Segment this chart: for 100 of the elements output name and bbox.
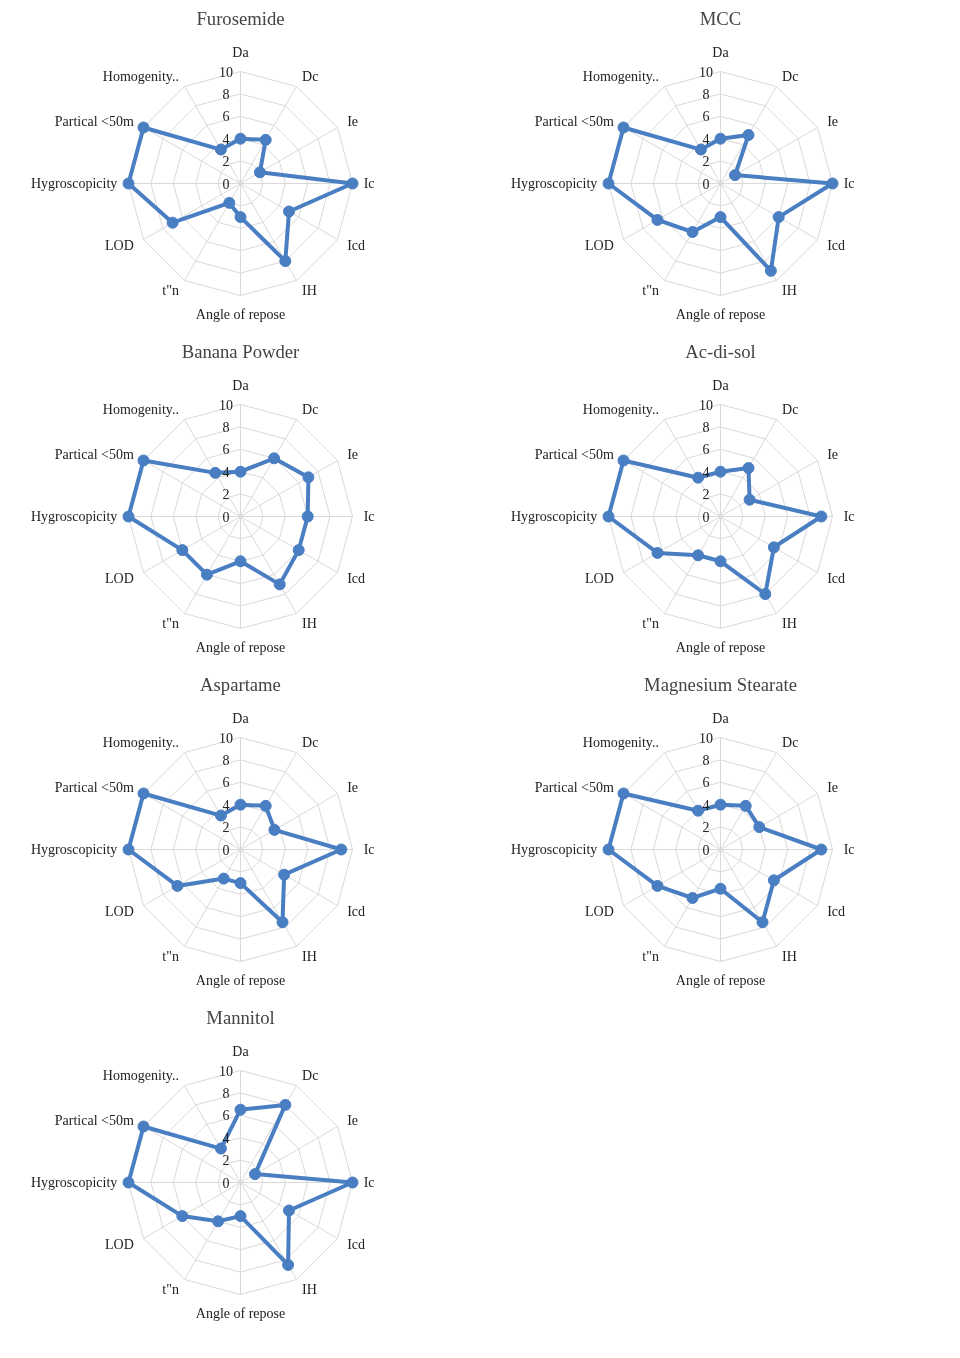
spoke-label: Dc — [782, 69, 799, 85]
spoke-label: Da — [712, 45, 730, 61]
spoke-label: t"n — [162, 1281, 179, 1297]
y-tick-label: 6 — [702, 775, 710, 791]
spoke-label: Ic — [363, 176, 375, 191]
y-tick-label: 2 — [222, 154, 230, 170]
spoke-label: Ie — [347, 780, 359, 796]
y-tick-label: 0 — [222, 176, 230, 192]
spoke-label: Homogenity.. — [102, 402, 179, 418]
spoke-label: Ic — [363, 842, 375, 857]
y-tick-label: 8 — [222, 86, 230, 102]
spoke-label: Hygroscopicity — [510, 509, 598, 524]
y-tick-label: 8 — [222, 752, 230, 768]
chart-title: Mannitol — [206, 1006, 275, 1028]
chart-title: MCC — [699, 7, 742, 29]
spoke-label: Ie — [827, 114, 839, 130]
spoke-label: Da — [712, 711, 730, 727]
spoke-label: Ic — [363, 509, 375, 524]
spoke-label: LOD — [585, 237, 614, 253]
spoke-label: Partical <50m — [54, 114, 134, 130]
spoke-label: Angle of repose — [195, 1305, 286, 1321]
y-tick-label: 6 — [222, 442, 230, 458]
spoke-label: Icd — [827, 903, 846, 919]
y-tick-label: 8 — [222, 1085, 230, 1101]
spoke-label: LOD — [105, 1236, 134, 1252]
spoke-label: Da — [232, 711, 250, 727]
spoke-label: Ic — [843, 176, 855, 191]
spoke-label: Ic — [843, 509, 855, 524]
spoke-label: IH — [782, 948, 797, 964]
spoke-label: LOD — [585, 903, 614, 919]
spoke-label: Angle of repose — [675, 972, 766, 988]
spoke-label: t"n — [642, 282, 659, 298]
y-tick-label: 10 — [698, 397, 713, 413]
y-tick-label: 10 — [218, 730, 233, 746]
chart-title: Banana Powder — [181, 340, 301, 362]
spoke-label: t"n — [162, 948, 179, 964]
spoke-label: Dc — [782, 735, 799, 751]
spoke-label: Dc — [302, 1068, 319, 1084]
spoke-label: Dc — [302, 402, 319, 418]
spoke-label: Dc — [782, 402, 799, 418]
spoke-label: IH — [302, 615, 317, 631]
chart-title: Furosemide — [196, 7, 285, 29]
y-tick-label: 6 — [222, 1108, 230, 1124]
spoke-label: IH — [782, 282, 797, 298]
spoke-label: Da — [712, 378, 730, 394]
spoke-label: t"n — [642, 948, 659, 964]
chart-title: Aspartame — [200, 673, 281, 695]
y-tick-label: 2 — [702, 487, 710, 503]
spoke-label: Da — [232, 378, 250, 394]
spoke-label: Hygroscopicity — [30, 1175, 118, 1190]
y-tick-label: 0 — [702, 842, 710, 858]
spoke-label: t"n — [162, 615, 179, 631]
spoke-label: Hygroscopicity — [30, 176, 118, 191]
y-tick-label: 10 — [218, 1063, 233, 1079]
spoke-label: Da — [232, 45, 250, 61]
spoke-label: Icd — [347, 570, 366, 586]
y-tick-label: 6 — [702, 442, 710, 458]
spoke-label: Ie — [347, 114, 359, 130]
y-tick-label: 4 — [222, 797, 230, 813]
spoke-label: Angle of repose — [675, 306, 766, 322]
spoke-label: Partical <50m — [534, 780, 614, 796]
spoke-label: Ie — [827, 447, 839, 463]
spoke-label: LOD — [105, 237, 134, 253]
spoke-label: Ic — [363, 1175, 375, 1190]
y-tick-label: 4 — [222, 131, 230, 147]
y-tick-label: 2 — [222, 487, 230, 503]
y-tick-label: 2 — [222, 820, 230, 836]
spoke-label: Homogenity.. — [102, 735, 179, 751]
y-tick-label: 0 — [222, 1175, 230, 1191]
spoke-label: IH — [302, 282, 317, 298]
spoke-label: Homogenity.. — [102, 69, 179, 85]
y-tick-label: 10 — [218, 397, 233, 413]
y-tick-label: 6 — [222, 109, 230, 125]
y-tick-label: 2 — [702, 154, 710, 170]
spoke-label: Hygroscopicity — [30, 842, 118, 857]
y-tick-label: 0 — [702, 176, 710, 192]
spoke-label: Angle of repose — [675, 639, 766, 655]
spoke-label: Icd — [347, 237, 366, 253]
spoke-label: Da — [232, 1044, 250, 1060]
spoke-label: t"n — [162, 282, 179, 298]
spoke-label: Hygroscopicity — [30, 509, 118, 524]
y-tick-label: 0 — [222, 509, 230, 525]
spoke-label: Homogenity.. — [582, 402, 659, 418]
spoke-label: Hygroscopicity — [510, 176, 598, 191]
spoke-label: Ie — [347, 1113, 359, 1129]
spoke-label: Homogenity.. — [582, 69, 659, 85]
y-tick-label: 2 — [222, 1153, 230, 1169]
y-tick-label: 6 — [702, 109, 710, 125]
y-tick-label: 10 — [698, 730, 713, 746]
spoke-label: Dc — [302, 69, 319, 85]
spoke-label: Ie — [827, 780, 839, 796]
spoke-label: Homogenity.. — [102, 1068, 179, 1084]
spoke-label: Homogenity.. — [582, 735, 659, 751]
y-tick-label: 8 — [702, 419, 710, 435]
spoke-label: Hygroscopicity — [510, 842, 598, 857]
spoke-label: Icd — [347, 903, 366, 919]
y-tick-label: 0 — [702, 509, 710, 525]
spoke-label: IH — [302, 1281, 317, 1297]
spoke-label: LOD — [105, 570, 134, 586]
spoke-label: LOD — [105, 903, 134, 919]
